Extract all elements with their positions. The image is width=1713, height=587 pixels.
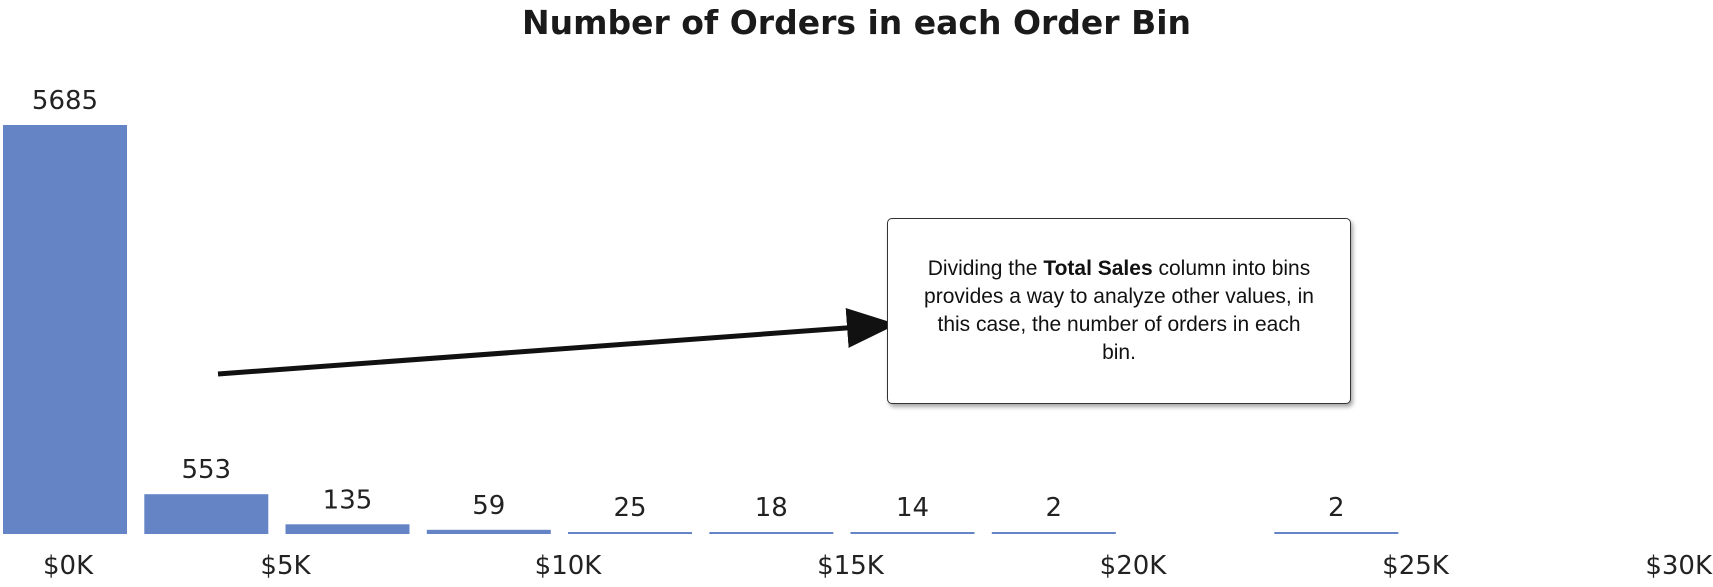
data-label: 2 — [1046, 493, 1063, 523]
x-tick-label: $25K — [1382, 551, 1450, 581]
x-tick-label: $20K — [1100, 551, 1168, 581]
x-tick-label: $0K — [43, 551, 94, 581]
chart-title: Number of Orders in each Order Bin — [521, 3, 1192, 42]
data-label: 553 — [181, 455, 231, 485]
annotation-callout: Dividing the Total Sales column into bin… — [887, 218, 1351, 404]
data-label: 18 — [755, 493, 788, 523]
bar — [1274, 532, 1399, 534]
data-label: 14 — [896, 493, 929, 523]
annotation-text: Dividing the Total Sales column into bin… — [918, 255, 1320, 367]
bar — [144, 494, 269, 534]
data-label: 59 — [472, 491, 505, 521]
x-tick-label: $30K — [1645, 551, 1713, 581]
bar — [285, 524, 410, 534]
data-labels-layer: 5685 553 135 59 25 18 14 2 2 — [32, 86, 1345, 523]
data-label: 5685 — [32, 86, 98, 116]
bar — [709, 532, 834, 534]
annotation-text-end: column into bins provides a way to analy… — [924, 257, 1314, 364]
bars-layer — [3, 125, 1399, 534]
bar — [991, 532, 1116, 534]
x-tick-label: $10K — [535, 551, 603, 581]
bar — [3, 125, 127, 534]
callout-arrow — [217, 307, 897, 377]
annotation-text-start: Dividing the — [927, 257, 1044, 280]
x-axis-ticks: $0K $5K $10K $15K $20K $25K $30K — [43, 551, 1713, 581]
annotation-text-bold: Total Sales — [1043, 257, 1153, 280]
data-label: 2 — [1328, 493, 1345, 523]
x-tick-label: $15K — [817, 551, 885, 581]
data-label: 25 — [613, 493, 646, 523]
data-label: 135 — [323, 485, 373, 515]
bar — [568, 532, 692, 534]
bar — [426, 529, 551, 534]
bar — [850, 532, 975, 534]
x-tick-label: $5K — [260, 551, 311, 581]
